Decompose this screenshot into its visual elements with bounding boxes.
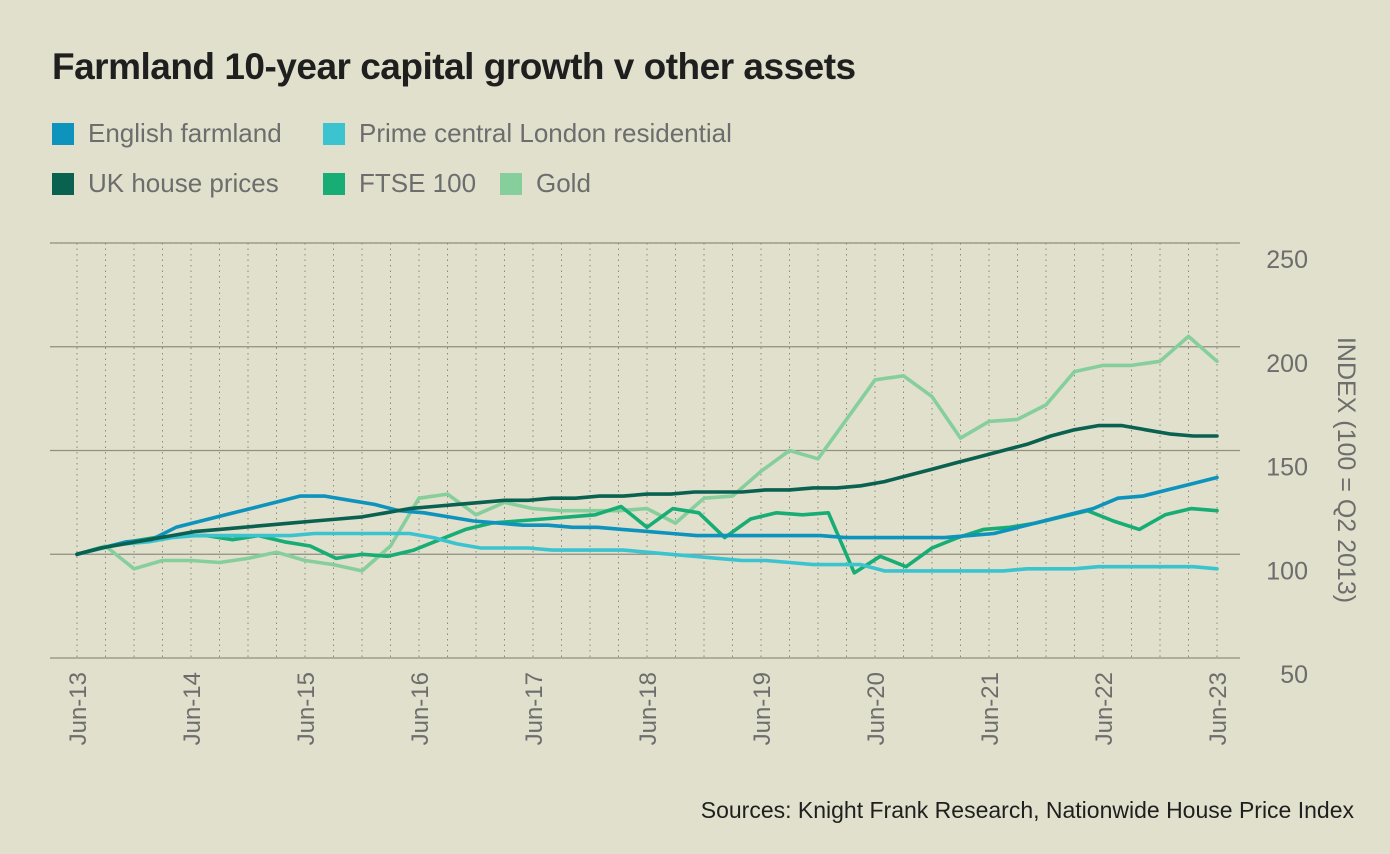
- legend-swatch-gold: [500, 172, 522, 195]
- x-tick-label: Jun-22: [1091, 672, 1118, 745]
- x-tick-label: Jun-16: [407, 672, 434, 745]
- legend-label-english-farmland: English farmland: [88, 118, 282, 148]
- legend-label-gold: Gold: [536, 168, 591, 198]
- series-line-english-farmland: [75, 475, 1219, 557]
- x-tick-label: Jun-21: [977, 672, 1004, 745]
- source-note: Sources: Knight Frank Research, Nationwi…: [700, 797, 1354, 823]
- series-line-prime-central-london-residential: [75, 531, 1219, 573]
- legend-uk-house-prices: UK house prices: [52, 168, 279, 199]
- legend-swatch-prime-london: [323, 122, 345, 145]
- x-tick-label: Jun-20: [863, 672, 890, 745]
- y-tick-label: 100: [1266, 557, 1308, 585]
- y-tick-label: 150: [1266, 454, 1308, 482]
- legend-ftse-100: FTSE 100: [323, 168, 476, 199]
- x-tick-label: Jun-14: [179, 672, 206, 745]
- legend-label-uk-house-prices: UK house prices: [88, 168, 279, 198]
- y-tick-label: 200: [1266, 350, 1308, 378]
- legend-label-prime-london: Prime central London residential: [359, 118, 732, 148]
- legend-label-ftse-100: FTSE 100: [359, 168, 477, 198]
- legend-english-farmland: English farmland: [52, 118, 282, 149]
- legend-gold: Gold: [500, 168, 591, 199]
- chart-title: Farmland 10-year capital growth v other …: [52, 46, 856, 87]
- x-tick-label: Jun-15: [293, 672, 320, 745]
- x-tick-label: Jun-19: [749, 672, 776, 745]
- y-tick-label: 250: [1266, 246, 1308, 274]
- x-tick-label: Jun-23: [1205, 672, 1232, 745]
- series-line-uk-house-prices: [75, 423, 1219, 557]
- y-axis-title: INDEX (100 = Q2 2013): [1332, 337, 1360, 603]
- x-tick-label: Jun-13: [65, 672, 92, 745]
- series-line-gold: [75, 334, 1219, 573]
- legend-prime-london: Prime central London residential: [323, 118, 732, 149]
- y-tick-label: 50: [1280, 661, 1308, 689]
- x-tick-label: Jun-17: [521, 672, 548, 745]
- legend-swatch-uk-house-prices: [52, 172, 74, 195]
- legend-swatch-ftse-100: [323, 172, 345, 195]
- x-tick-label: Jun-18: [635, 672, 662, 745]
- legend-swatch-english-farmland: [52, 122, 74, 145]
